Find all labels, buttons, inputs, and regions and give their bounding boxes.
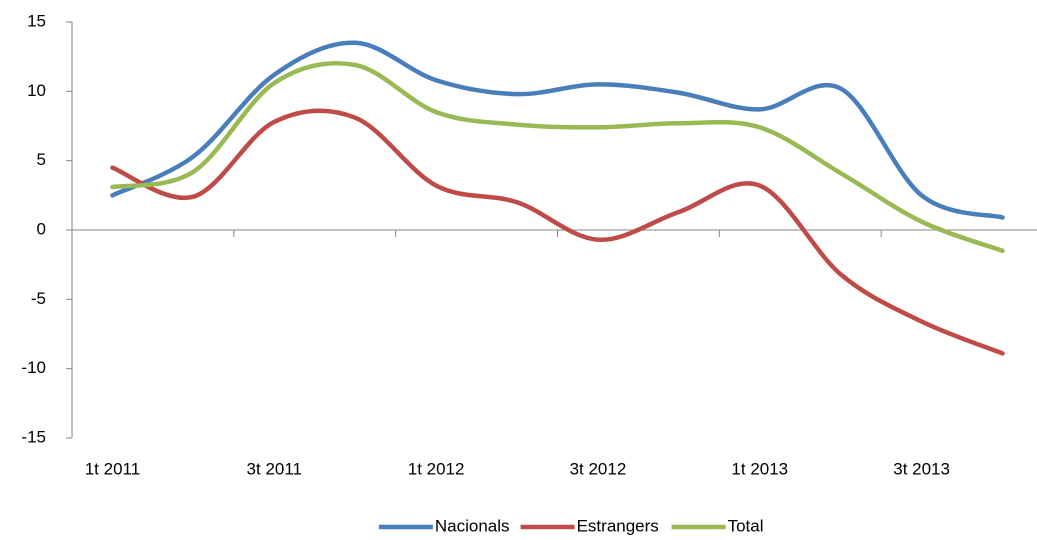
legend-label: Estrangers xyxy=(577,516,659,535)
y-tick-label: 0 xyxy=(37,219,46,238)
line-series xyxy=(110,108,1005,356)
x-tick-label: 3t 2011 xyxy=(247,459,302,478)
y-tick-label: -15 xyxy=(21,427,46,446)
legend-label: Total xyxy=(728,516,764,535)
x-tick-label: 1t 2013 xyxy=(731,459,788,478)
line-series xyxy=(110,61,1005,254)
y-tick-label: -10 xyxy=(21,358,46,377)
y-tick-label: 10 xyxy=(27,81,46,100)
x-tick-label: 3t 2013 xyxy=(893,459,950,478)
legend: Nacionals Estrangers Total xyxy=(378,516,764,535)
x-tick-label: 3t 2012 xyxy=(570,459,627,478)
x-tick-label: 1t 2011 xyxy=(85,459,140,478)
line-series xyxy=(110,40,1005,220)
x-tick-label: 1t 2012 xyxy=(408,459,465,478)
y-tick-label: -5 xyxy=(31,289,46,308)
y-tick-label: 5 xyxy=(37,150,46,169)
y-tick-label: 15 xyxy=(27,11,46,30)
legend-label: Nacionals xyxy=(435,516,510,535)
